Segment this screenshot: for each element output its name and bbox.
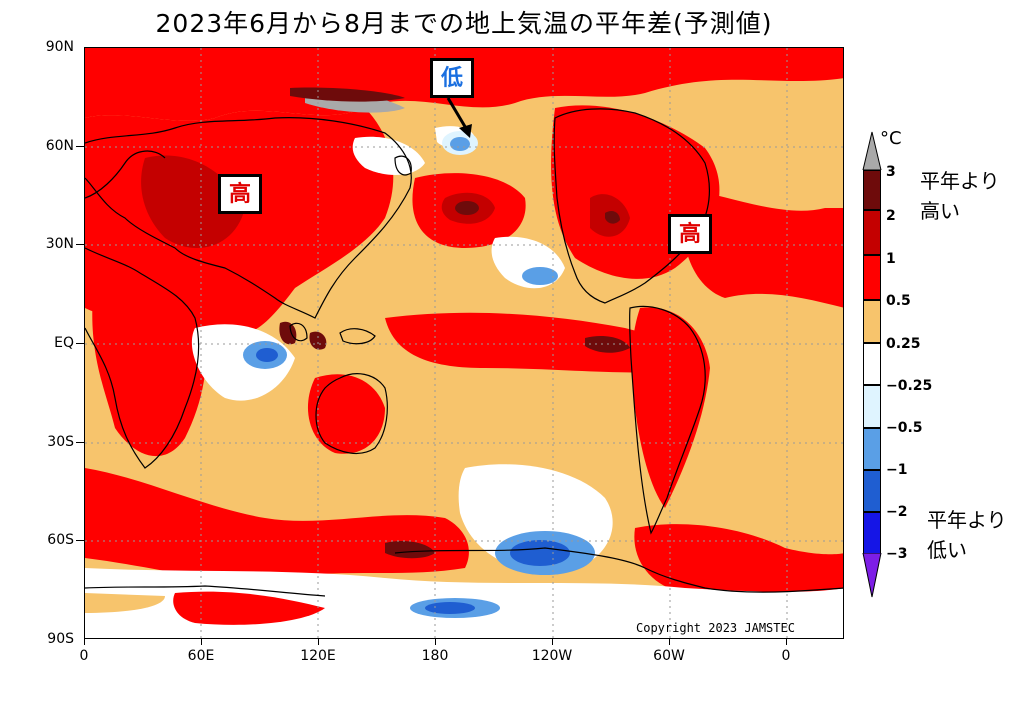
colorbar-tick-label: 3 — [886, 164, 896, 180]
anomaly-area — [307, 374, 385, 454]
arrow-icon — [446, 97, 472, 138]
map-title: 2023年6月から8月までの地上気温の平年差(予測値) — [155, 9, 773, 38]
y-tick — [76, 343, 84, 344]
anomaly-area — [634, 524, 843, 608]
anomaly-area — [279, 321, 297, 345]
temperature-anomaly-map — [84, 47, 844, 639]
low-anomaly-marker-bering: 低 — [430, 58, 474, 98]
high-anomaly-marker-eurasia: 高 — [218, 174, 262, 214]
coastlines — [85, 108, 843, 597]
anomaly-area — [385, 312, 685, 373]
copyright-text: Copyright 2023 JAMSTEC — [636, 621, 795, 635]
x-tick — [201, 639, 202, 645]
x-tick — [435, 639, 436, 645]
x-tick — [84, 639, 85, 645]
y-axis-label: EQ — [54, 335, 74, 351]
anomaly-area — [290, 87, 405, 102]
colorbar-tick-label: −2 — [886, 504, 908, 520]
colorbar-tick-label: 0.5 — [886, 293, 911, 309]
anomaly-area — [455, 201, 479, 215]
x-tick — [552, 639, 553, 645]
colorbar-segment — [863, 300, 881, 343]
x-axis-label: 120W — [531, 648, 573, 664]
colorbar-segment — [863, 170, 881, 210]
anomaly-area — [605, 210, 620, 224]
graticule — [85, 48, 843, 638]
x-axis-label: 0 — [79, 648, 89, 664]
legend-below-line2: 低い — [927, 538, 967, 562]
colorbar-top-triangle — [862, 131, 882, 170]
colorbar-segment — [863, 210, 881, 255]
colorbar-segment — [863, 512, 881, 554]
colorbar-tick-label: −1 — [886, 462, 908, 478]
y-axis-label: 90N — [45, 39, 74, 55]
y-axis-label: 90S — [47, 631, 74, 647]
legend-above-line2: 高い — [920, 199, 960, 223]
y-axis-label: 30N — [45, 236, 74, 252]
anomaly-area — [352, 136, 425, 175]
x-axis-label: 180 — [421, 648, 449, 664]
colorbar-segment — [863, 343, 881, 385]
colorbar-segment — [863, 385, 881, 428]
anomaly-area — [510, 540, 570, 566]
colorbar-bottom-triangle — [862, 553, 882, 598]
legend-below-line1: 平年より — [927, 508, 1007, 532]
colorbar-segment — [863, 255, 881, 300]
x-axis-label: 60W — [653, 648, 685, 664]
anomaly-area — [256, 348, 278, 362]
colorbar-tick-label: 0.25 — [886, 336, 921, 352]
anomaly-area — [309, 331, 327, 350]
colorbar-tick-label: −0.25 — [886, 378, 933, 394]
anomaly-field — [85, 48, 843, 638]
colorbar-tick-label: 1 — [886, 251, 896, 267]
y-tick — [76, 146, 84, 147]
colorbar-tick-label: −3 — [886, 546, 908, 562]
legend-above-line1: 平年より — [920, 169, 1000, 193]
anomaly-area — [385, 541, 435, 559]
anomaly-area — [682, 188, 843, 308]
y-tick — [76, 540, 84, 541]
x-axis-label: 120E — [300, 648, 336, 664]
colorbar-tick-label: 2 — [886, 208, 896, 224]
x-tick — [786, 639, 787, 645]
y-axis-label: 60N — [45, 138, 74, 154]
anomaly-area — [631, 307, 710, 508]
colorbar-tick-label: −0.5 — [886, 420, 923, 436]
high-anomaly-marker-atlantic: 高 — [668, 214, 712, 254]
anomaly-area — [425, 602, 475, 614]
anomaly-area — [92, 275, 206, 457]
anomaly-area — [173, 591, 325, 625]
x-axis-label: 60E — [187, 648, 215, 664]
colorbar-segment — [863, 470, 881, 512]
y-tick — [76, 244, 84, 245]
anomaly-area — [85, 593, 165, 613]
x-tick — [669, 639, 670, 645]
anomaly-area — [85, 468, 469, 581]
y-axis-label: 30S — [47, 434, 74, 450]
anomaly-area — [522, 267, 558, 285]
colorbar-segment — [863, 428, 881, 470]
y-tick — [76, 442, 84, 443]
y-axis-label: 60S — [47, 532, 74, 548]
colorbar-unit: °C — [880, 128, 902, 149]
x-tick — [318, 639, 319, 645]
x-axis-label: 0 — [781, 648, 791, 664]
